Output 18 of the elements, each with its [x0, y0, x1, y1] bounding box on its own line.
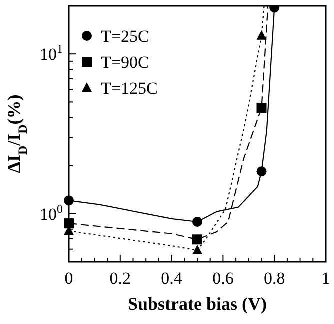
x-tick-label: 1: [322, 269, 330, 288]
x-tick-label: 0.2: [110, 269, 132, 288]
point: [256, 102, 267, 113]
point: [192, 245, 202, 255]
y-tick-label: 10$^{0}$: [40, 202, 64, 224]
legend-label: T=25C: [101, 27, 150, 46]
x-tick-label: 0.4: [161, 269, 183, 288]
point: [256, 30, 267, 40]
y-tick-label: 10$^{1}$: [40, 42, 64, 64]
legend-label: T=90C: [101, 53, 150, 72]
x-tick-label: 0.8: [264, 269, 286, 288]
legend-label: T=125C: [101, 79, 158, 98]
point: [192, 234, 202, 245]
x-tick-label: 0.6: [212, 269, 234, 288]
x-tick-label: 0: [64, 269, 74, 288]
point: [256, 166, 267, 177]
point: [192, 216, 202, 227]
x-axis-title: Substrate bias (V): [128, 294, 268, 314]
